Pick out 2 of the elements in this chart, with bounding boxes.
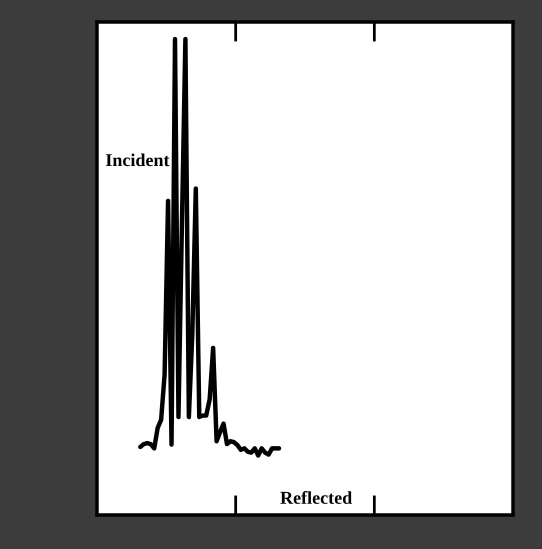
annotation: Reflected [280, 491, 352, 504]
annotation: Incident [106, 154, 170, 166]
